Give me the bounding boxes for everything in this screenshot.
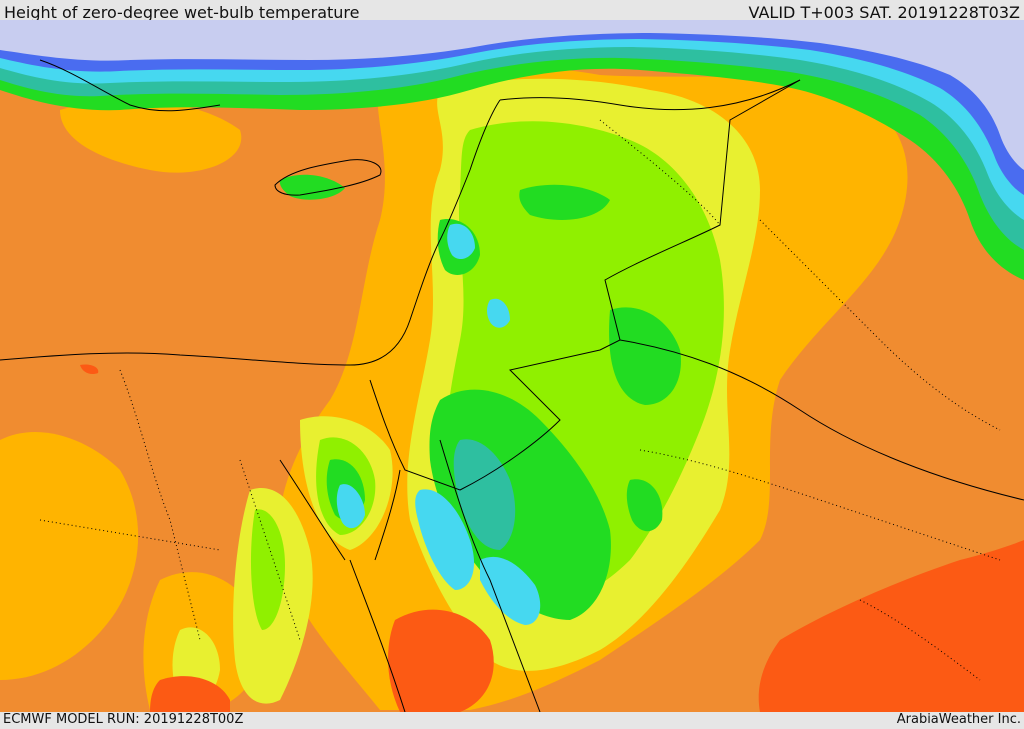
model-run: ECMWF MODEL RUN: 20191228T00Z	[3, 712, 244, 727]
map-title: Height of zero-degree wet-bulb temperatu…	[4, 3, 360, 22]
red-orange-regions	[80, 364, 1024, 712]
weather-map[interactable]	[0, 20, 1024, 712]
valid-time: VALID T+003 SAT. 20191228T03Z	[748, 3, 1020, 22]
header-bar: Height of zero-degree wet-bulb temperatu…	[0, 0, 1024, 22]
cold-belt	[0, 20, 1024, 280]
credit: ArabiaWeather Inc.	[896, 712, 1021, 727]
footer-bar: ECMWF MODEL RUN: 20191228T00Z ArabiaWeat…	[0, 712, 1024, 729]
map-canvas	[0, 20, 1024, 712]
dotted-boundaries	[39, 119, 1001, 681]
borders	[0, 59, 1024, 712]
